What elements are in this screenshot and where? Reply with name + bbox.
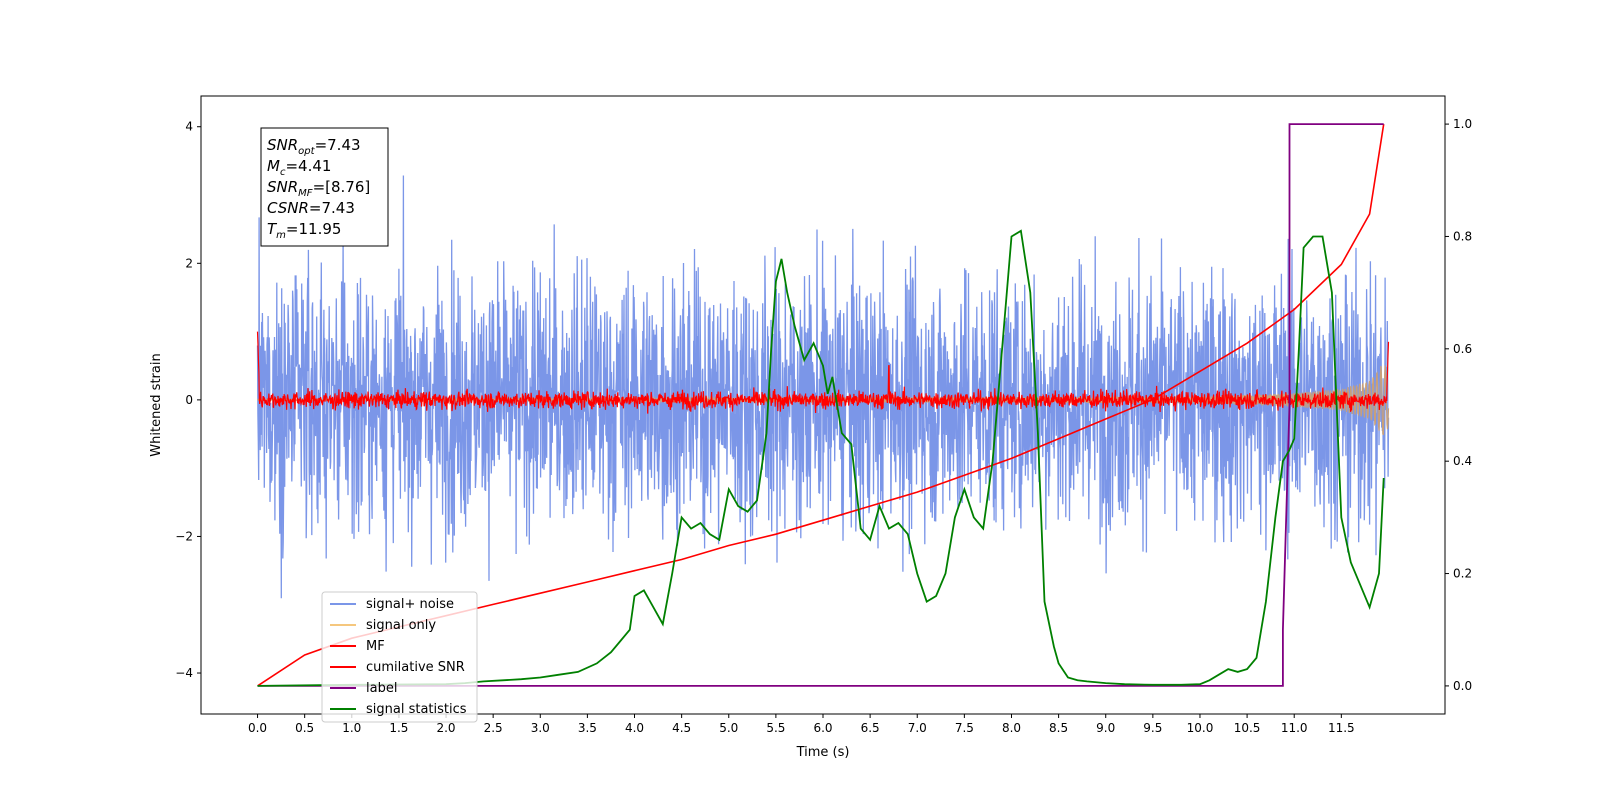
signal-statistics-line [257,229,1385,687]
x-tick-label: 8.0 [1002,721,1021,735]
y-right-tick-label: 0.2 [1453,567,1472,581]
legend-label: signal statistics [366,702,467,717]
signal-plus-noise-series [256,175,1390,599]
x-tick-label: 6.0 [813,721,832,735]
x-tick-label: 7.5 [955,721,974,735]
x-tick-label: 5.0 [719,721,738,735]
annotation-line: SNRopt=7.43 [267,136,361,157]
x-tick-label: 1.0 [342,721,361,735]
signal-statistics-series [257,229,1385,687]
mf-line [256,331,1390,414]
y-right-tick-label: 0.8 [1453,229,1472,243]
y-left-axis-ticks: 4 2 0 −2 −4 [175,120,201,680]
x-tick-label: 9.0 [1096,721,1115,735]
legend-label: signal+ noise [366,597,454,612]
x-tick-label: 6.5 [861,721,880,735]
y-right-axis-ticks: 1.0 0.8 0.6 0.4 0.2 0.0 [1445,117,1472,693]
annotation-line: Mc=4.41 [267,157,331,178]
annotation-value: =[8.76] [313,178,371,196]
legend-label: cumilative SNR [366,660,465,675]
annotation-subscript: m [276,230,286,241]
y-left-tick-label: 0 [185,393,193,407]
annotation-line: CSNR=7.43 [267,199,355,217]
annotation-variable: CSNR [267,199,309,217]
annotation-subscript: MF [298,188,313,199]
annotation-variable: SNR [267,136,298,154]
y-right-tick-label: 0.4 [1453,454,1472,468]
legend-label: signal only [366,618,436,633]
mf-series [256,331,1390,414]
annotation-line: SNRMF=[8.76] [267,178,370,199]
y-right-tick-label: 0.6 [1453,342,1472,356]
annotation-subscript: opt [298,146,315,157]
x-tick-label: 0.0 [248,721,267,735]
y-axis-label: Whitened strain [149,353,164,456]
label-line [257,123,1384,687]
legend: signal+ noise signal only MF cumilative SNR… [321,591,478,723]
x-tick-label: 9.5 [1143,721,1162,735]
x-tick-label: 2.0 [436,721,455,735]
signal-plus-noise-line [256,175,1390,599]
y-left-tick-label: 4 [185,120,193,134]
legend-label: MF [366,639,385,654]
x-tick-label: 11.0 [1281,721,1308,735]
x-tick-label: 3.5 [578,721,597,735]
x-tick-label: 4.0 [625,721,644,735]
legend-frame [321,591,478,723]
annotation-value: =4.41 [285,157,331,175]
annotation-value: =7.43 [315,136,361,154]
label-series [257,123,1384,687]
y-left-tick-label: 2 [185,256,193,270]
annotation-value: =7.43 [309,199,355,217]
x-tick-label: 11.5 [1328,721,1355,735]
annotation-variable: M [267,157,280,175]
x-tick-label: 8.5 [1049,721,1068,735]
legend-label: label [366,681,397,696]
x-tick-label: 2.5 [484,721,503,735]
annotation-value: =11.95 [286,220,342,238]
x-tick-label: 10.5 [1234,721,1261,735]
annotation-box: SNRopt=7.43Mc=4.41SNRMF=[8.76]CSNR=7.43T… [260,127,389,247]
y-left-tick-label: −2 [175,529,193,543]
x-tick-label: 1.5 [389,721,408,735]
x-tick-label: 4.5 [672,721,691,735]
x-axis-ticks: 0.0 0.5 1.0 1.5 2.0 2.5 3.0 3.5 4.0 4.5 5.0 5.5 6.0 6… [248,714,1355,735]
annotation-subscript: c [280,167,286,178]
x-tick-label: 3.0 [531,721,550,735]
x-tick-label: 5.5 [766,721,785,735]
x-axis-label: Time (s) [796,745,850,760]
y-left-tick-label: −4 [175,666,193,680]
x-tick-label: 0.5 [295,721,314,735]
y-right-tick-label: 1.0 [1453,117,1472,131]
annotation-variable: T [267,220,278,238]
x-tick-label: 10.0 [1187,721,1214,735]
y-right-tick-label: 0.0 [1453,679,1472,693]
annotation-variable: SNR [267,178,298,196]
annotation-line: Tm=11.95 [267,220,341,241]
x-tick-label: 7.0 [908,721,927,735]
annotation-frame [260,127,389,247]
